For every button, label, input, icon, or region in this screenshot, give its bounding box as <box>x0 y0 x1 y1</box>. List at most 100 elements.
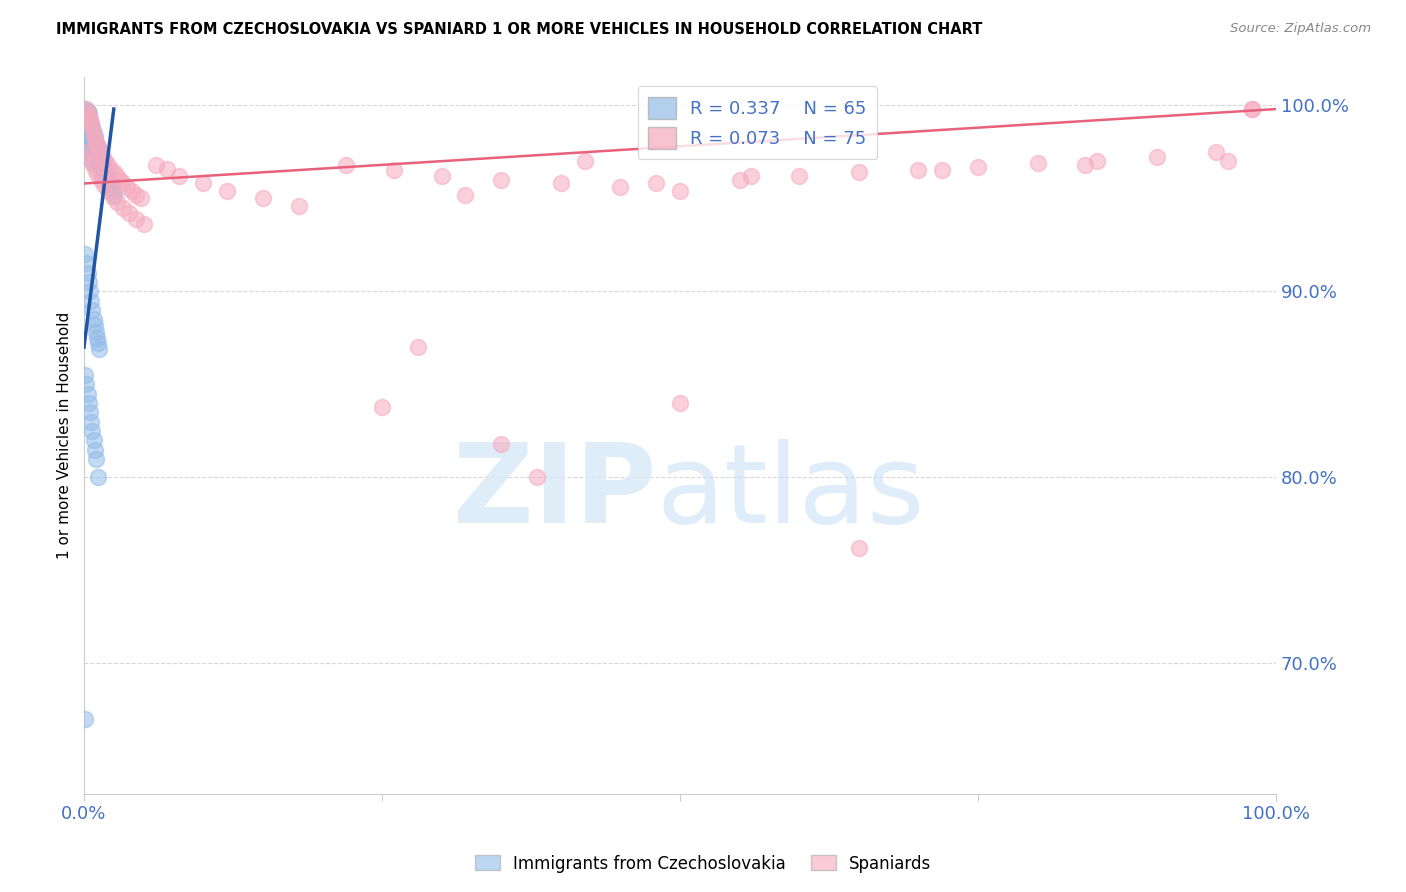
Point <box>80 117 103 131</box>
Point <box>406 340 429 354</box>
Point <box>82 424 104 438</box>
Point <box>907 163 929 178</box>
Point <box>94 165 117 179</box>
Y-axis label: 1 or more Vehicles in Household: 1 or more Vehicles in Household <box>58 312 72 559</box>
Point <box>76 105 98 120</box>
Point <box>79 128 101 142</box>
Point <box>83 130 105 145</box>
Point <box>84 136 107 150</box>
Point <box>75 256 97 270</box>
Point <box>108 173 131 187</box>
Point <box>84 136 107 150</box>
Text: ZIP: ZIP <box>453 440 657 547</box>
Point <box>77 396 100 410</box>
Point <box>112 177 135 191</box>
Point <box>75 102 97 116</box>
Point <box>145 158 167 172</box>
Point <box>1241 102 1264 116</box>
Point <box>848 541 870 555</box>
Point <box>1085 154 1108 169</box>
Point <box>93 161 115 176</box>
Point <box>79 285 101 299</box>
Point <box>75 377 97 392</box>
Point <box>90 169 112 183</box>
Point <box>75 102 97 116</box>
Point <box>79 405 101 419</box>
Text: Source: ZipAtlas.com: Source: ZipAtlas.com <box>1230 22 1371 36</box>
Point <box>77 275 100 289</box>
Point <box>75 712 97 726</box>
Point <box>87 143 110 157</box>
Point <box>89 342 111 356</box>
Point <box>669 184 692 198</box>
Point <box>169 169 191 183</box>
Point <box>83 161 105 176</box>
Point <box>87 336 110 351</box>
Point <box>90 154 112 169</box>
Point <box>728 173 751 187</box>
Point <box>82 156 104 170</box>
Point <box>382 163 405 178</box>
Point <box>84 326 107 340</box>
Point <box>80 415 103 429</box>
Point <box>740 169 762 183</box>
Point <box>97 158 120 172</box>
Point <box>80 136 103 150</box>
Point <box>454 187 477 202</box>
Point <box>79 113 101 128</box>
Point <box>609 180 631 194</box>
Legend: R = 0.337    N = 65, R = 0.073    N = 75: R = 0.337 N = 65, R = 0.073 N = 75 <box>638 87 877 160</box>
Point <box>335 158 357 172</box>
Point <box>125 187 148 202</box>
Point <box>1205 145 1227 159</box>
Point <box>76 132 98 146</box>
Point <box>105 195 128 210</box>
Legend: Immigrants from Czechoslovakia, Spaniards: Immigrants from Czechoslovakia, Spaniard… <box>468 848 938 880</box>
Point <box>86 154 108 169</box>
Point <box>84 150 107 164</box>
Point <box>83 128 105 142</box>
Point <box>371 400 394 414</box>
Point <box>76 103 98 118</box>
Point <box>105 169 128 183</box>
Point <box>77 110 100 124</box>
Point <box>97 173 120 187</box>
Point <box>215 184 238 198</box>
Point <box>931 163 953 178</box>
Point <box>90 150 112 164</box>
Point <box>550 177 572 191</box>
Point <box>252 191 274 205</box>
Point <box>90 173 112 187</box>
Point <box>193 177 215 191</box>
Point <box>75 247 97 261</box>
Text: atlas: atlas <box>657 440 925 547</box>
Point <box>94 154 117 169</box>
Point <box>526 470 548 484</box>
Point <box>129 191 152 205</box>
Point <box>87 470 110 484</box>
Point <box>82 120 104 135</box>
Point <box>574 154 596 169</box>
Point <box>77 120 100 135</box>
Point <box>98 180 121 194</box>
Point <box>489 437 512 451</box>
Point <box>112 201 135 215</box>
Point <box>77 105 100 120</box>
Point <box>91 150 114 164</box>
Point <box>669 396 692 410</box>
Point <box>489 173 512 187</box>
Point <box>79 145 101 159</box>
Point <box>118 206 141 220</box>
Point <box>83 132 105 146</box>
Point <box>82 120 104 135</box>
Point <box>787 169 810 183</box>
Point <box>101 189 124 203</box>
Point <box>1241 102 1264 116</box>
Point <box>83 126 105 140</box>
Point <box>75 112 97 126</box>
Point <box>83 312 105 326</box>
Point <box>115 180 138 194</box>
Point <box>430 169 453 183</box>
Point <box>98 177 121 191</box>
Point <box>103 187 125 202</box>
